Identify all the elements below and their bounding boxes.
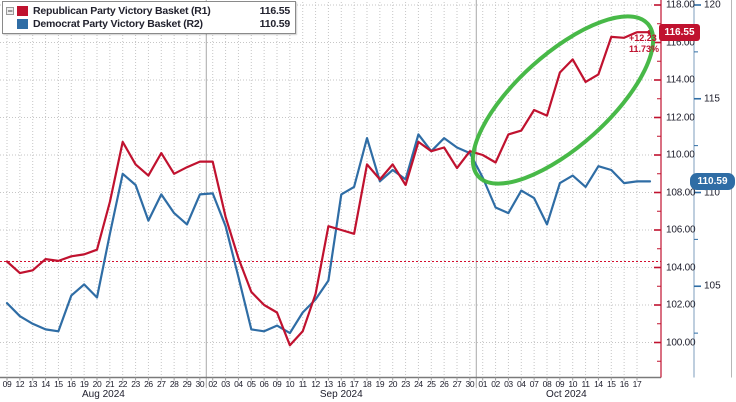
r1-axis-tick-label: 116.00: [666, 37, 695, 48]
x-axis-date-label: 12: [311, 379, 320, 389]
x-axis-date-label: 25: [426, 379, 436, 389]
r1-axis-tick-label: 102.00: [666, 299, 696, 311]
r1-axis-tick-label: 100.00: [666, 337, 696, 348]
x-axis-date-label: 01: [478, 379, 488, 389]
x-axis-date-label: 16: [66, 379, 76, 389]
x-axis-date-label: 15: [606, 379, 616, 389]
highlight-ellipse: [470, 14, 656, 186]
x-axis-date-label: 09: [272, 379, 282, 389]
x-axis-date-label: 26: [439, 379, 449, 389]
x-axis-date-label: 02: [491, 379, 500, 389]
x-axis-date-label: 09: [2, 379, 12, 389]
x-axis-date-label: 03: [221, 379, 230, 389]
x-axis-date-label: 14: [41, 379, 50, 389]
x-axis-date-label: 26: [144, 379, 153, 389]
x-axis-date-label: 22: [118, 379, 128, 389]
x-axis-date-label: 11: [298, 379, 307, 389]
x-axis-date-label: 04: [516, 379, 526, 389]
change-absolute: +12.23: [629, 33, 657, 43]
x-axis-date-label: 19: [79, 379, 89, 389]
x-axis-date-label: 07: [529, 379, 539, 389]
x-axis-date-label: 18: [362, 379, 372, 389]
legend-label-republican: Republican Party Victory Basket (R1): [33, 4, 211, 17]
r2-axis-tick-label: 120: [704, 0, 721, 11]
legend-value-republican: 116.55: [259, 4, 291, 17]
change-annotation: +12.23 11.73%: [629, 33, 659, 55]
r2-axis-tick-label: 110: [704, 187, 720, 198]
last-value-badge-democrat: 110.59: [690, 172, 735, 190]
x-axis-date-label: 20: [92, 379, 102, 389]
x-axis-date-label: 08: [542, 379, 552, 389]
r2-axis-tick-label: 105: [704, 280, 721, 292]
series-line-democrat: [5, 133, 652, 335]
x-axis-date-label: 05: [246, 379, 256, 389]
r1-axis-tick-label: 110.00: [666, 149, 695, 161]
legend-row-republican[interactable]: − Republican Party Victory Basket (R1) 1…: [6, 4, 290, 17]
legend-collapse-icon[interactable]: −: [6, 5, 14, 16]
x-axis-date-label: 03: [504, 379, 513, 389]
x-axis-date-label: 11: [581, 379, 590, 389]
change-percent: 11.73%: [629, 44, 660, 54]
legend-swatch-democrat: [17, 18, 28, 29]
legend-row-democrat[interactable]: Democrat Party Victory Basket (R2) 110.5…: [6, 17, 290, 30]
x-axis-date-label: 04: [234, 379, 243, 389]
x-axis-date-label: 12: [15, 379, 25, 389]
x-axis-month-label: Sep 2024: [319, 389, 363, 400]
x-axis-date-label: 19: [375, 379, 385, 389]
legend: − Republican Party Victory Basket (R1) 1…: [2, 1, 296, 34]
legend-label-democrat: Democrat Party Victory Basket (R2): [33, 17, 203, 30]
x-axis-date-label: 13: [28, 379, 38, 389]
x-axis-date-label: 02: [208, 379, 218, 389]
x-axis-date-label: 15: [54, 379, 63, 389]
x-axis-date-label: 10: [285, 379, 295, 389]
x-axis-date-label: 27: [452, 379, 462, 389]
x-axis-date-label: 28: [169, 379, 179, 389]
series-line-republican: [5, 31, 652, 347]
x-axis-date-label: 29: [182, 379, 192, 389]
x-axis-date-label: 24: [414, 379, 423, 389]
x-axis-month-label: Oct 2024: [546, 389, 587, 400]
r1-axis-tick-label: 106.00: [666, 224, 696, 236]
r2-axis-tick-label: 115: [704, 93, 720, 105]
x-axis-date-label: 06: [259, 379, 269, 389]
r1-axis-tick-label: 104.00: [666, 262, 696, 273]
x-axis-month-label: Aug 2024: [82, 389, 125, 400]
x-axis-date-label: 14: [594, 379, 603, 389]
last-value-badge-republican: 116.55: [659, 23, 700, 41]
x-axis-date-label: 17: [632, 379, 642, 389]
x-axis-date-label: 09: [555, 379, 565, 389]
x-axis-date-label: 20: [388, 379, 398, 389]
x-axis-date-label: 23: [401, 379, 410, 389]
legend-value-democrat: 110.59: [259, 17, 291, 30]
r1-axis-tick-label: 118.00: [666, 0, 695, 11]
x-axis-date-label: 30: [465, 379, 475, 389]
x-axis-date-label: 17: [349, 379, 359, 389]
x-axis-date-label: 23: [131, 379, 140, 389]
x-axis-date-label: 21: [105, 379, 115, 389]
x-axis-date-label: 10: [568, 379, 578, 389]
r1-axis-tick-label: 108.00: [666, 187, 696, 198]
x-axis-date-label: 16: [336, 379, 346, 389]
r1-axis-tick-label: 112.00: [666, 112, 695, 123]
x-axis-date-label: 30: [195, 379, 205, 389]
x-axis-date-label: 16: [619, 379, 629, 389]
x-axis-date-label: 13: [324, 379, 333, 389]
x-axis-date-label: 27: [156, 379, 166, 389]
legend-swatch-republican: [17, 5, 28, 16]
r1-axis-tick-label: 114.00: [666, 74, 695, 86]
